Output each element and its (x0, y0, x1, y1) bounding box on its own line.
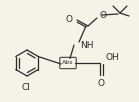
Text: O: O (99, 12, 106, 21)
Text: Abs: Abs (62, 60, 74, 65)
Text: OH: OH (106, 54, 120, 63)
Text: O: O (66, 16, 73, 24)
FancyBboxPatch shape (60, 57, 76, 69)
Text: Cl: Cl (22, 83, 30, 92)
Text: NH: NH (80, 42, 94, 50)
Text: O: O (97, 79, 105, 88)
